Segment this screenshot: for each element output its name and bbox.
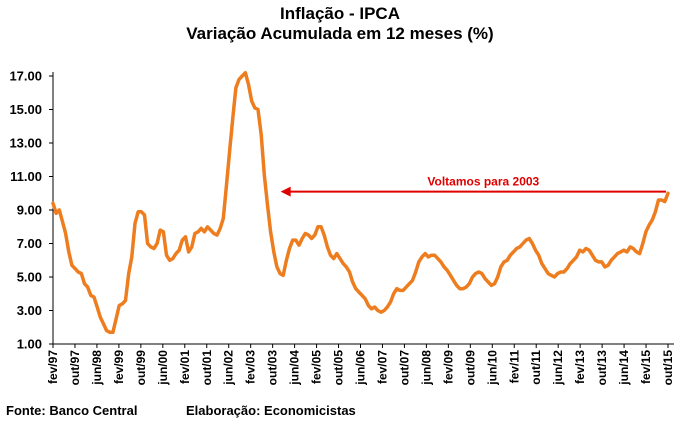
x-tick-label: jun/08: [419, 350, 433, 386]
x-tick-label: jun/00: [156, 350, 170, 386]
x-tick-label: fev/13: [573, 350, 587, 384]
x-tick-label: out/05: [332, 350, 346, 386]
inflation-line-chart: 17.00 15.00 13.00 11.00 9.00 7.00 5.00 3.00 1.00…: [9, 69, 675, 386]
x-tick-label: jun/98: [90, 350, 104, 386]
x-tick-label: fev/15: [639, 350, 653, 384]
x-tick-label: fev/11: [507, 350, 521, 384]
x-tick-label: fev/07: [375, 350, 389, 384]
annotation-arrowhead: [280, 186, 291, 197]
x-tick-label: out/13: [595, 350, 609, 386]
y-tick-label: 13.00: [9, 136, 42, 151]
x-tick-label: out/09: [463, 350, 477, 386]
y-tick-label: 15.00: [9, 102, 42, 117]
source-note: Fonte: Banco Central: [6, 403, 138, 418]
x-tick-label: jun/10: [485, 350, 499, 386]
x-tick-label: jun/04: [288, 350, 302, 386]
x-tick-label: out/99: [134, 350, 148, 386]
x-tick-label: out/03: [266, 350, 280, 386]
x-tick-label: fev/99: [112, 350, 126, 384]
chart-title: Inflação - IPCA: [280, 4, 400, 23]
x-tick-label: out/97: [68, 350, 82, 386]
chart-subtitle: Variação Acumulada em 12 meses (%): [186, 24, 494, 43]
x-tick-label: out/15: [661, 350, 675, 386]
x-tick-label: fev/01: [178, 350, 192, 384]
x-tick-label: jun/14: [617, 350, 631, 386]
x-tick-label: fev/09: [441, 350, 455, 384]
ipca-series-line: [51, 70, 670, 335]
x-tick-label: fev/05: [310, 350, 324, 384]
y-tick-label: 1.00: [17, 337, 42, 352]
y-tick-label: 5.00: [17, 270, 42, 285]
x-tick-label: jun/02: [222, 350, 236, 386]
y-tick-label: 7.00: [17, 236, 42, 251]
y-tick-label: 3.00: [17, 303, 42, 318]
y-tick-label: 9.00: [17, 203, 42, 218]
x-tick-label: out/07: [397, 350, 411, 386]
x-tick-label: fev/97: [46, 350, 60, 384]
y-tick-label: 11.00: [10, 169, 42, 184]
x-tick-label: out/11: [529, 350, 543, 385]
x-tick-label: jun/12: [551, 350, 565, 386]
credit-note: Elaboração: Economicistas: [186, 403, 356, 418]
x-tick-label: jun/06: [354, 350, 368, 386]
annotation-label: Voltamos para 2003: [427, 175, 539, 189]
x-tick-label: fev/03: [244, 350, 258, 384]
x-tick-label: out/01: [200, 350, 214, 386]
y-tick-label: 17.00: [9, 69, 42, 84]
